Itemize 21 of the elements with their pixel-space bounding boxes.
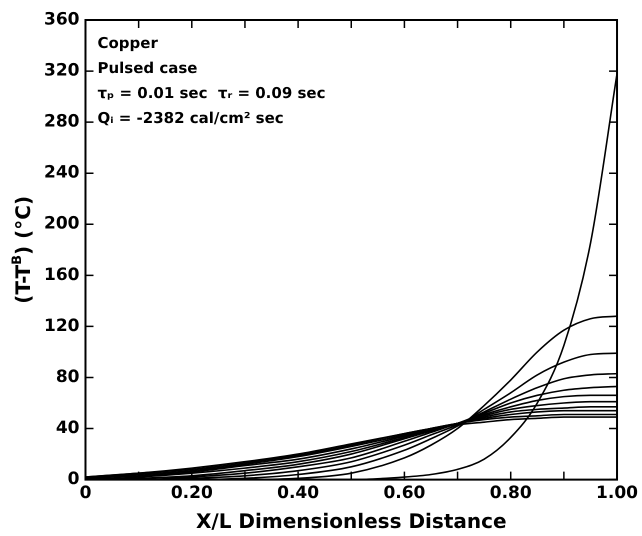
y-tick-label: 40 bbox=[56, 418, 80, 438]
y-axis-title: (T-TB) (°C) bbox=[10, 196, 35, 304]
y-tick-label: 80 bbox=[56, 366, 80, 387]
x-tick-label: 0.80 bbox=[490, 483, 532, 504]
x-tick-label: 0.20 bbox=[170, 483, 213, 504]
y-tick-label: 320 bbox=[44, 60, 80, 80]
annotation: Pulsed case bbox=[97, 59, 198, 77]
annotation: τₚ = 0.01 sec τᵣ = 0.09 sec bbox=[97, 84, 326, 102]
annotation: Qᵢ = -2382 cal/cm² sec bbox=[97, 109, 284, 127]
x-tick-label: 0.60 bbox=[383, 483, 426, 504]
annotation: Copper bbox=[97, 34, 158, 52]
x-tick-label: 1.00 bbox=[596, 483, 638, 504]
y-tick-label: 360 bbox=[44, 9, 80, 30]
y-tick-label: 160 bbox=[44, 264, 80, 285]
y-tick-label: 240 bbox=[44, 162, 80, 183]
x-tick-label: 0.40 bbox=[277, 483, 320, 504]
x-axis-title: X/L Dimensionless Distance bbox=[196, 509, 507, 533]
y-tick-label: 280 bbox=[44, 112, 80, 132]
y-tick-label: 0 bbox=[68, 469, 80, 490]
y-tick-label: 200 bbox=[44, 214, 80, 234]
y-tick-label: 120 bbox=[44, 316, 80, 336]
